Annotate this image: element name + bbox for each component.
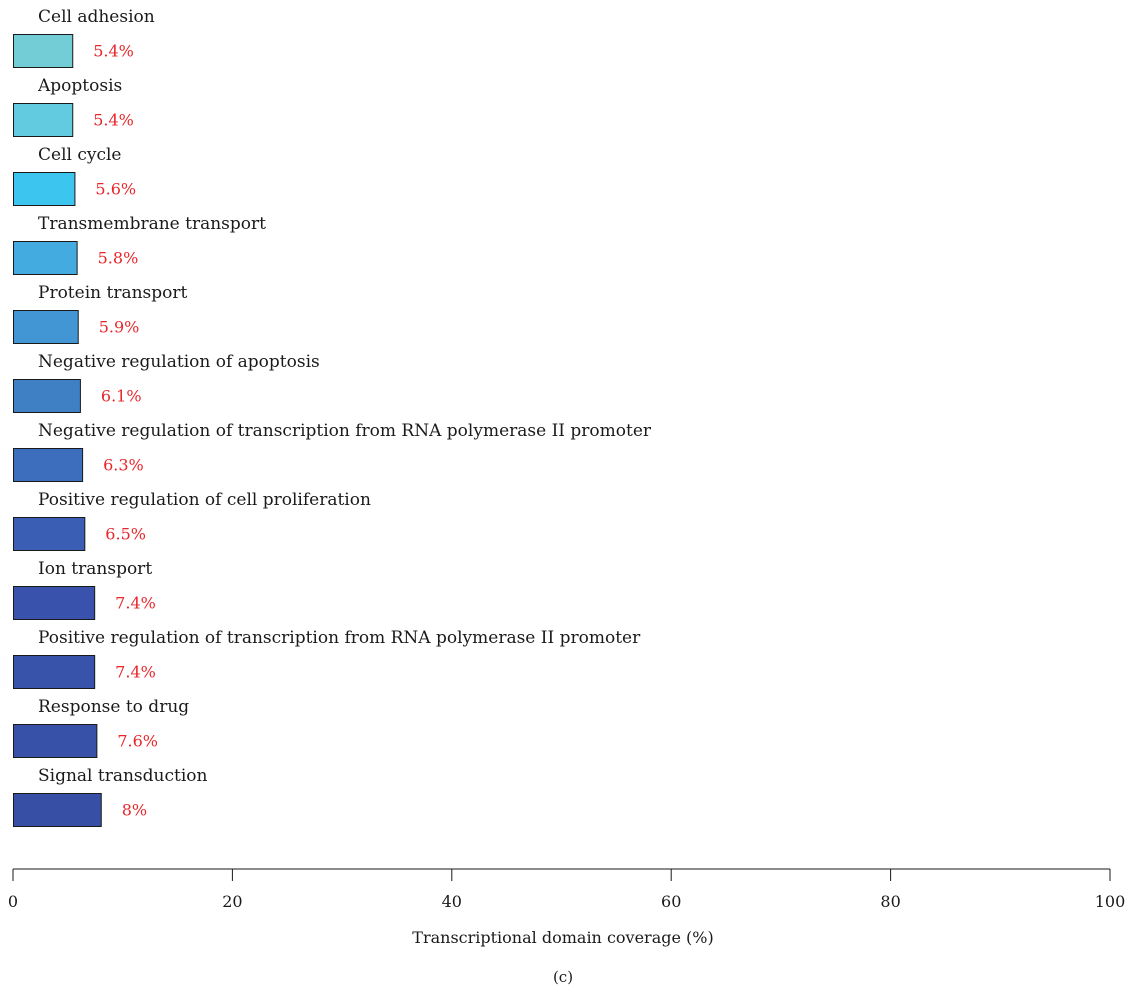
value-label: 6.1% [101,387,142,406]
value-label: 5.8% [98,249,139,268]
x-tick-label: 0 [8,892,18,911]
bar [13,34,74,68]
bar [13,586,96,620]
bar [13,517,86,551]
category-label: Protein transport [38,283,187,303]
value-label: 6.5% [105,525,146,544]
value-label: 7.6% [117,732,158,751]
value-label: 5.4% [93,42,134,61]
x-tick-label: 80 [880,892,900,911]
category-label: Cell cycle [38,145,122,165]
bar [13,724,98,758]
bar [13,310,79,344]
bar [13,241,78,275]
bar [13,448,84,482]
bar [13,172,76,206]
value-label: 5.9% [99,318,140,337]
bar [13,103,74,137]
value-label: 7.4% [115,663,156,682]
value-label: 5.6% [95,180,136,199]
panel-label: (c) [553,968,573,986]
category-label: Ion transport [38,559,152,579]
category-label: Positive regulation of cell proliferatio… [38,490,371,510]
category-label: Signal transduction [38,766,208,786]
x-axis: 0 20 40 60 80 100 [8,868,1126,911]
value-label: 5.4% [93,111,134,130]
bar [13,655,96,689]
category-label: Negative regulation of apoptosis [38,352,320,372]
value-label: 6.3% [103,456,144,475]
x-tick-label: 100 [1095,892,1126,911]
x-tick-label: 40 [442,892,462,911]
bars-layer: Cell adhesion 5.4% Apoptosis 5.4% Cell cycle… [13,7,652,827]
bar [13,379,81,413]
category-label: Response to drug [38,697,189,717]
category-label: Positive regulation of transcription fro… [38,628,641,648]
x-tick-label: 60 [661,892,681,911]
x-tick-label: 20 [222,892,242,911]
category-label: Negative regulation of transcription fro… [38,421,652,441]
value-label: 8% [122,801,147,820]
bar [13,793,102,827]
category-label: Cell adhesion [38,7,155,27]
value-label: 7.4% [115,594,156,613]
category-label: Transmembrane transport [38,214,266,234]
category-label: Apoptosis [37,76,122,96]
x-axis-title: Transcriptional domain coverage (%) [412,928,713,947]
